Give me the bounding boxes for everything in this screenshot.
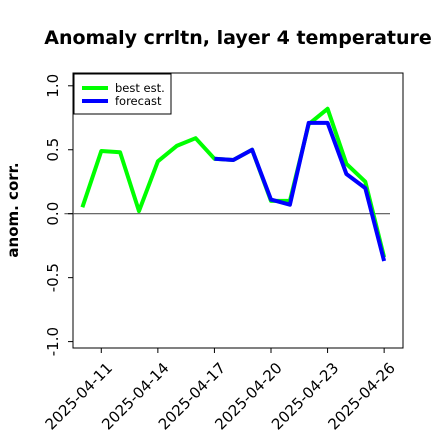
y-tick-label: 0.0 (44, 202, 62, 226)
y-tick-label: 1.0 (44, 74, 62, 98)
series-line-best-est (80, 106, 387, 258)
series-layer (80, 106, 387, 262)
y-tick-label: 0.5 (44, 138, 62, 162)
x-axis-ticks: 2025-04-112025-04-142025-04-172025-04-20… (42, 348, 399, 433)
plot-frame (72, 72, 404, 349)
series-line-forecast (214, 120, 387, 262)
legend-box (73, 73, 172, 115)
y-tick-label: -1.0 (44, 327, 62, 356)
legend-label: best est. (115, 81, 165, 95)
chart-title: Anomaly crrltn, layer 4 temperature (44, 27, 432, 49)
y-axis-ticks: 1.0 0.5 0.0 -0.5 -1.0 (44, 74, 73, 356)
y-axis-label: anom. corr. (4, 162, 22, 257)
y-tick-label: -0.5 (44, 263, 62, 292)
legend-label: forecast (115, 94, 162, 108)
legend: best est.forecast (73, 73, 172, 115)
plot-area (64, 72, 404, 349)
